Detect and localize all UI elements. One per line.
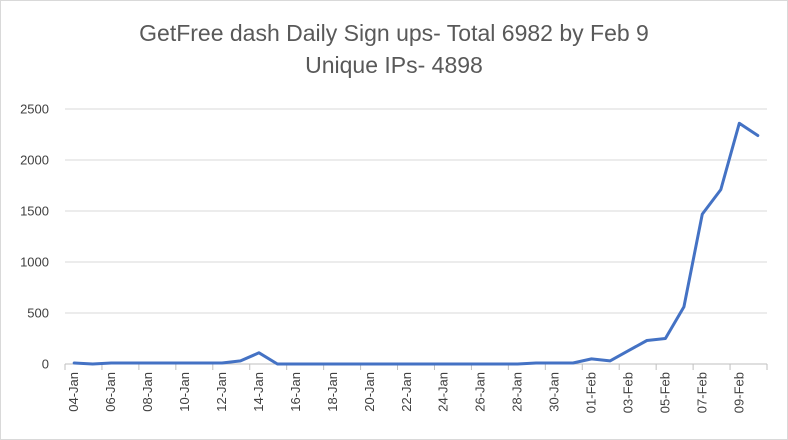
x-tick-label: 04-Jan (66, 372, 81, 412)
series-line (72, 121, 760, 366)
chart-title-line-1: GetFree dash Daily Sign ups- Total 6982 … (139, 20, 649, 46)
x-tick-label: 06-Jan (103, 372, 118, 412)
y-tick-label: 1500 (20, 204, 49, 219)
x-tick-label: 05-Feb (657, 372, 672, 413)
x-tick-label: 24-Jan (436, 372, 451, 412)
x-tick-label: 08-Jan (140, 372, 155, 412)
y-tick-label: 2500 (20, 102, 49, 117)
x-tick-label: 10-Jan (177, 372, 192, 412)
x-tick-label: 14-Jan (251, 372, 266, 412)
series-layer (72, 121, 760, 366)
x-tick-label: 22-Jan (399, 372, 414, 412)
x-tick-label: 30-Jan (547, 372, 562, 412)
x-tick-label: 12-Jan (214, 372, 229, 412)
x-tick-label: 18-Jan (325, 372, 340, 412)
x-axis-tick-labels: 04-Jan 06-Jan 08-Jan 10-Jan 12-Jan 14-Jan 16-J… (66, 372, 746, 413)
x-tick-label: 26-Jan (473, 372, 488, 412)
x-tick-label: 03-Feb (620, 372, 635, 413)
chart-title-line-2: Unique IPs- 4898 (305, 52, 483, 78)
y-tick-label: 2000 (20, 153, 49, 168)
x-tick-label: 28-Jan (510, 372, 525, 412)
x-tick-label: 01-Feb (584, 372, 599, 413)
x-tick-label: 07-Feb (694, 372, 709, 413)
x-tick-label: 20-Jan (362, 372, 377, 412)
x-tick-label: 16-Jan (288, 372, 303, 412)
gridlines (64, 108, 768, 370)
y-axis-tick-labels: 0 500 1000 1500 2000 2500 (20, 102, 49, 372)
x-tick-label: 09-Feb (731, 372, 746, 413)
y-tick-label: 1000 (20, 255, 49, 270)
y-tick-label: 500 (27, 306, 49, 321)
y-tick-label: 0 (42, 357, 49, 372)
